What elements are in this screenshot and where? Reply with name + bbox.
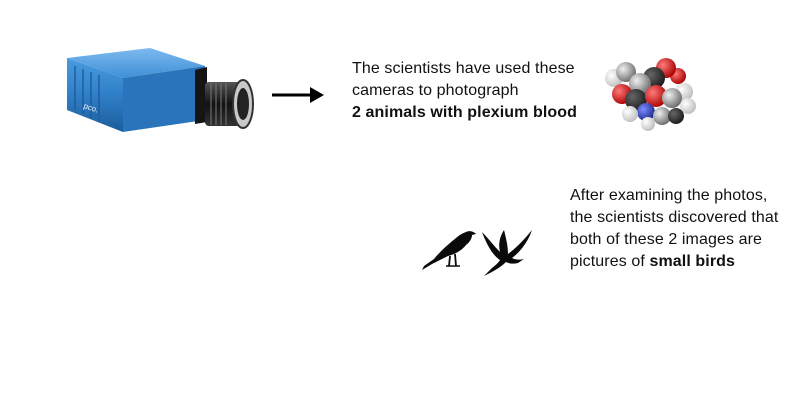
caption-cameras-bold: 2 animals with plexium blood: [352, 104, 578, 121]
caption-birds-text: After examining the photos, the scientis…: [570, 187, 779, 270]
camera-image: pco.: [67, 48, 254, 132]
camera-brand: pco.: [82, 101, 99, 114]
caption-cameras-text: The scientists have used these cameras t…: [352, 60, 575, 99]
perched-bird-icon: [422, 231, 476, 270]
svg-text:pco.: pco.: [82, 101, 99, 114]
caption-cameras: The scientists have used these cameras t…: [352, 58, 602, 124]
caption-birds: After examining the photos, the scientis…: [570, 185, 785, 273]
molecule-image: [605, 58, 696, 131]
flying-bird-icon: [482, 230, 532, 276]
arrow-right-icon: [272, 87, 324, 103]
caption-birds-bold: small birds: [649, 253, 736, 270]
